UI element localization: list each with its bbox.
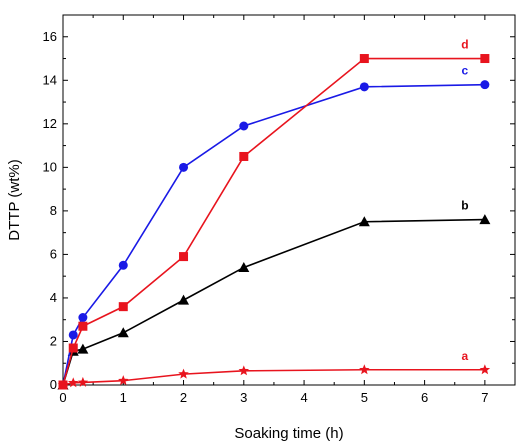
series-c-label: c [462,64,469,78]
plot-frame [62,14,516,386]
series-a-point [118,375,129,386]
series-b-point [358,216,370,227]
series-a-point [77,376,89,387]
series-b-label: b [461,199,468,213]
series-c-point [118,260,128,270]
series-c-point [239,121,249,131]
x-tick-label: 4 [300,390,307,405]
series-b-point [238,261,250,272]
y-tick-label: 10 [43,159,57,174]
y-axis-title: DTTP (wt%) [6,159,23,240]
series-b: b [57,199,491,390]
series-c-line [62,83,485,386]
series-c-point [68,330,78,340]
series-c-point [359,82,369,92]
series-d-point [68,343,78,353]
series-d: d [58,38,490,390]
y-tick-label: 4 [50,290,57,305]
series-c-point [179,162,189,172]
series-d-point [359,54,369,64]
series-a-point [178,368,189,379]
series-a-point [68,377,79,388]
y-tick-label: 16 [43,29,57,44]
series-d-point [78,321,88,331]
series-d-point [58,380,68,390]
series-a-point [238,365,250,376]
series-d-point [179,252,189,262]
series-c-point [78,313,88,323]
y-tick-label: 14 [43,72,57,87]
series-b-point [117,327,129,338]
y-tick-label: 8 [50,203,57,218]
y-tick-label: 6 [50,246,57,261]
x-tick-label: 0 [59,390,66,405]
x-tick-label: 7 [481,390,488,405]
series-b-point [479,214,491,225]
series-c: c [58,64,490,390]
x-tick-label: 5 [361,390,368,405]
series-d-point [480,54,490,64]
x-axis: 0 1 2 3 4 5 6 7 [59,15,488,405]
series-a-label: a [462,349,469,363]
series-d-point [118,302,128,312]
x-tick-label: 1 [120,390,127,405]
y-tick-label: 2 [50,333,57,348]
series-d-label: d [461,38,468,52]
series-layer: a b cd [57,38,491,390]
y-tick-label: 0 [50,377,57,392]
y-axis: 0 2 4 6 8 10 12 14 16 [43,29,515,392]
x-axis-title: Soaking time (h) [234,425,343,442]
x-tick-label: 3 [240,390,247,405]
series-c-point [480,80,490,90]
series-a-point [479,364,491,375]
series-b-point [77,343,89,354]
y-tick-label: 12 [43,116,57,131]
x-tick-label: 6 [421,390,428,405]
x-tick-label: 2 [180,390,187,405]
series-d-point [239,151,249,161]
series-a-point [359,364,370,375]
series-b-point [178,294,190,305]
